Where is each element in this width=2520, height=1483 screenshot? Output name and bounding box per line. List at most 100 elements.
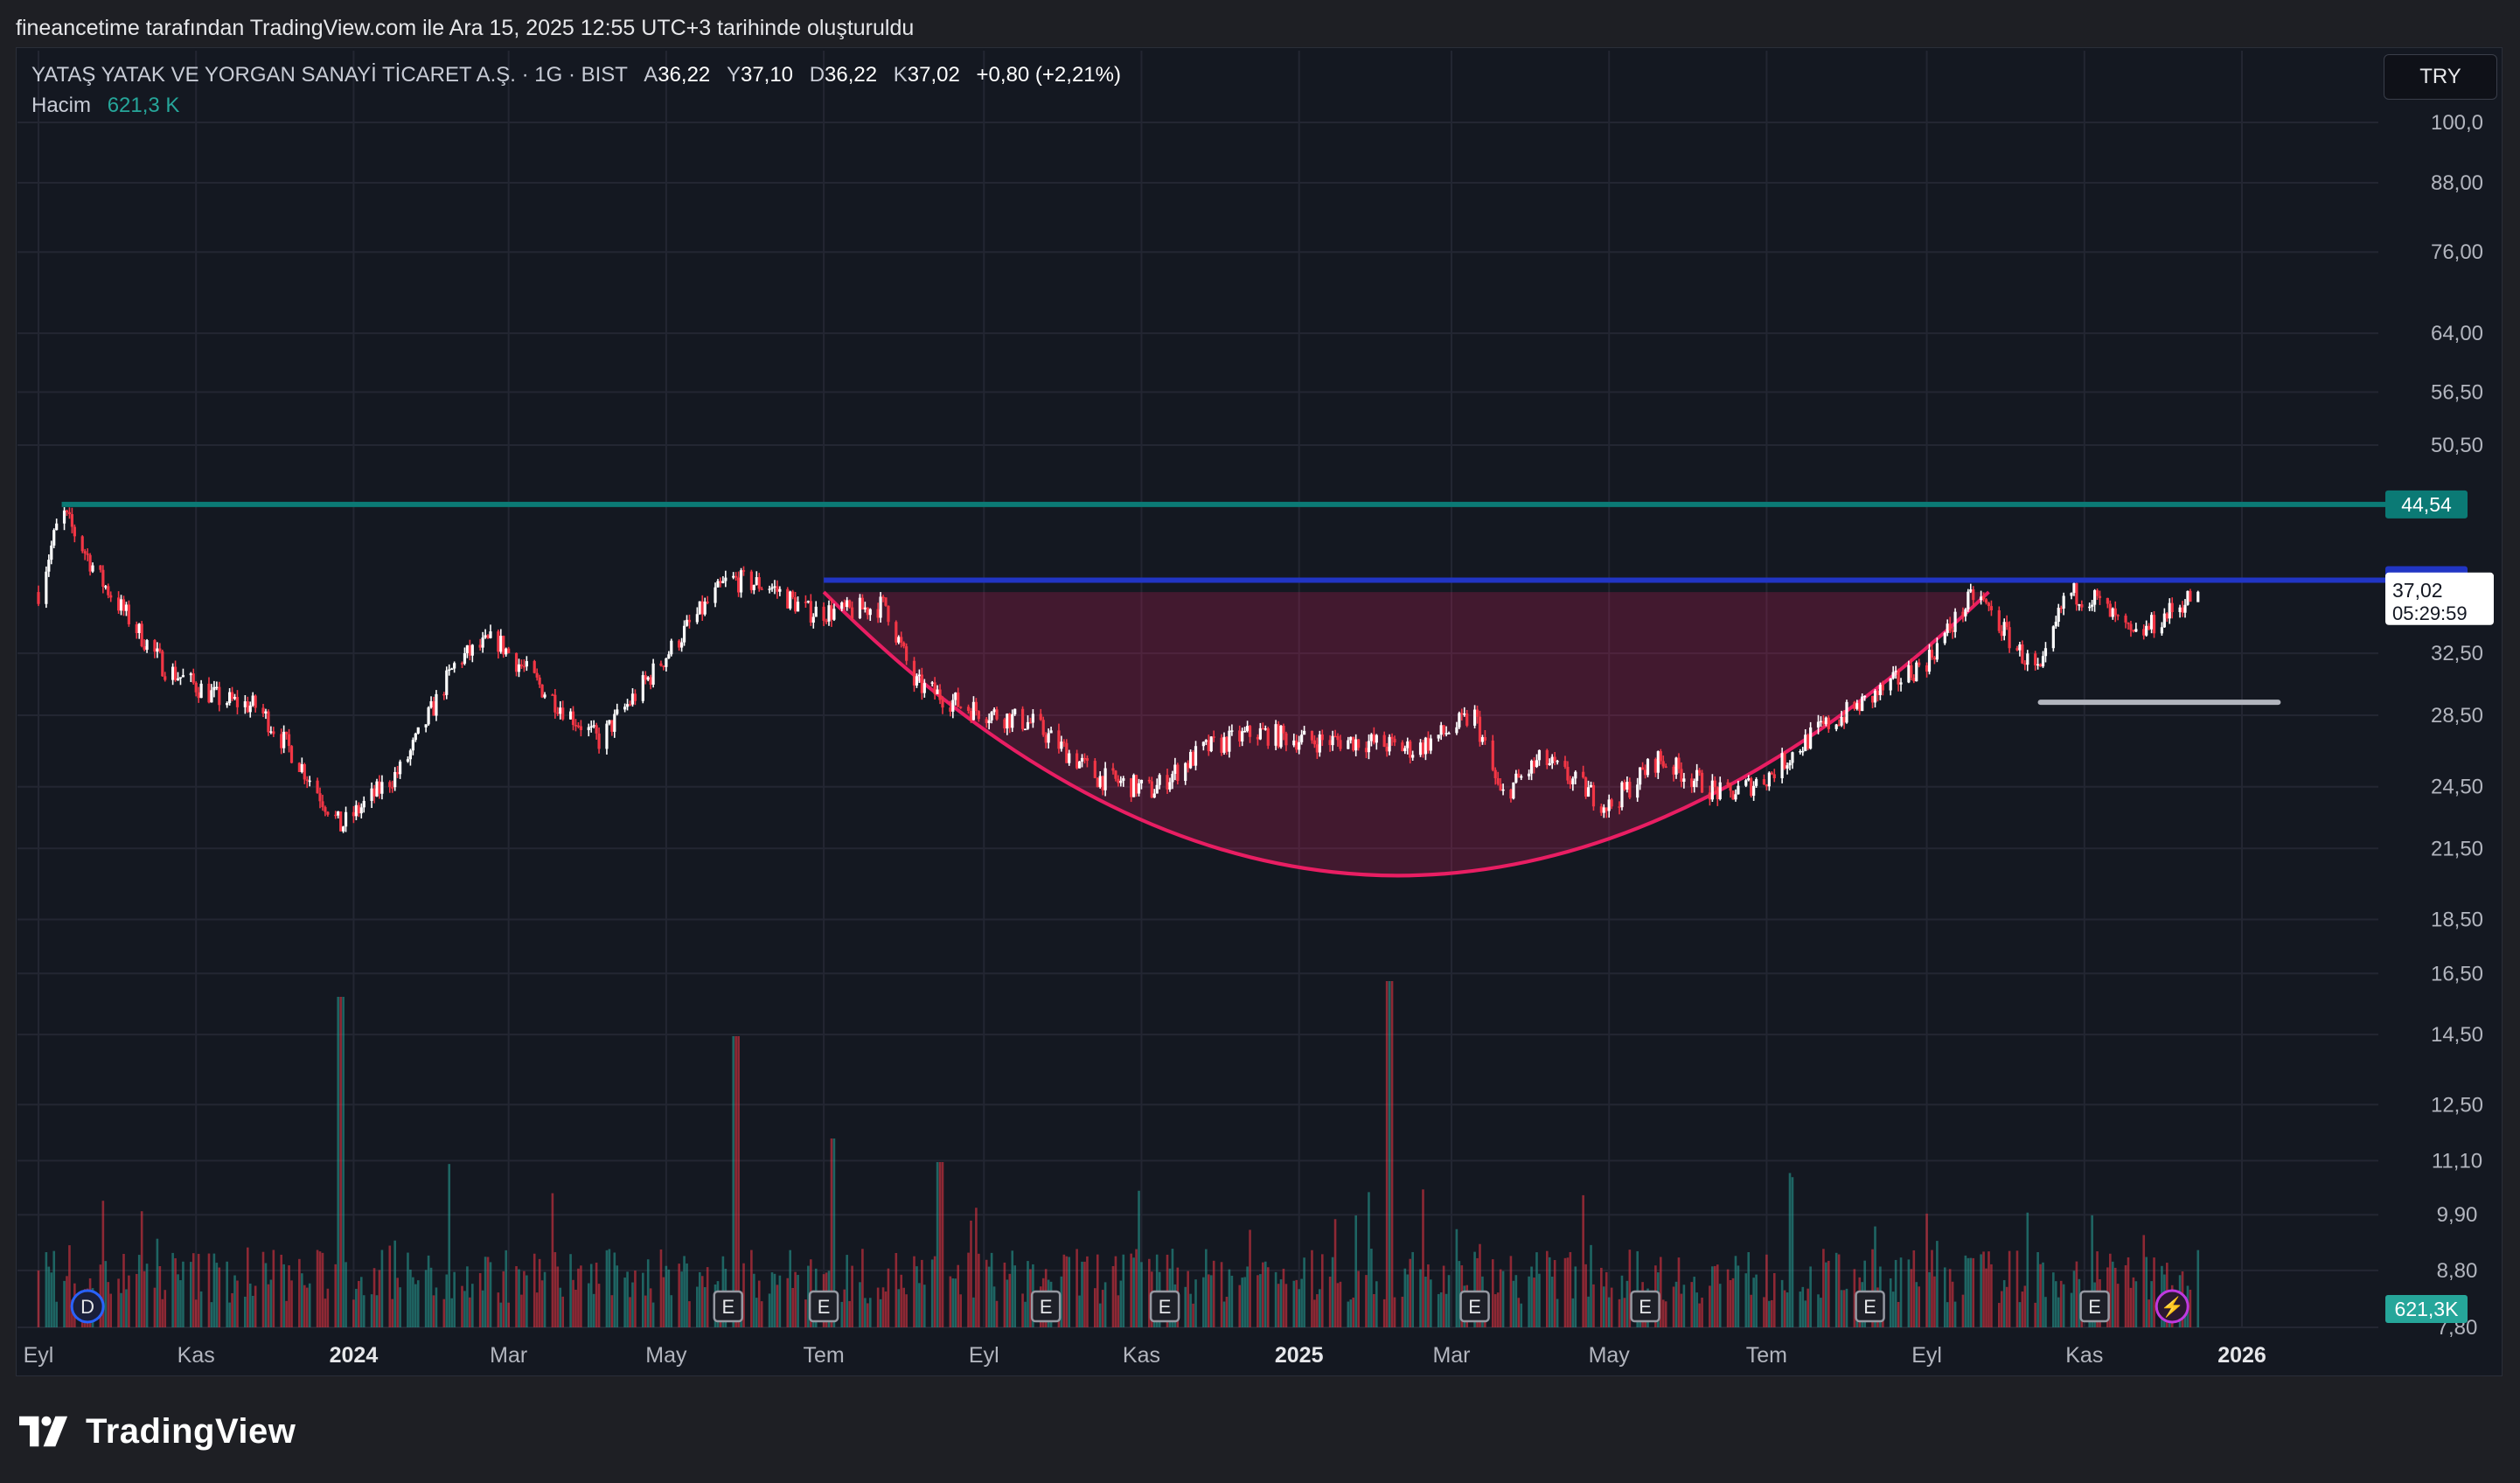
candle-body — [86, 553, 89, 555]
candle-body — [757, 577, 761, 589]
candle-body — [1873, 690, 1877, 703]
candle-body — [460, 663, 464, 665]
earnings-marker[interactable]: E — [2079, 1290, 2110, 1323]
candle-body — [1653, 759, 1657, 773]
candle-body — [1103, 768, 1107, 790]
candle-body — [1212, 736, 1215, 738]
volume-bar — [897, 1289, 901, 1327]
candle-body — [1861, 696, 1864, 712]
volume-bar — [1122, 1254, 1125, 1327]
volume-bar — [1528, 1276, 1530, 1327]
earnings-marker[interactable]: E — [1030, 1290, 1062, 1323]
volume-bar — [1817, 1294, 1820, 1327]
candle-body — [1984, 599, 1988, 603]
candle-body — [67, 512, 72, 514]
candle-body — [1458, 713, 1461, 728]
volume-bar — [574, 1289, 577, 1327]
volume-bar — [1907, 1259, 1911, 1327]
candle-body — [1899, 682, 1903, 685]
candle-body — [553, 694, 557, 713]
candle-body — [1041, 720, 1045, 735]
news-marker[interactable]: ⚡ — [2155, 1289, 2189, 1324]
volume-bar — [215, 1263, 219, 1327]
candle-body — [2023, 663, 2027, 665]
volume-bar — [228, 1302, 231, 1327]
candle-body — [161, 651, 164, 677]
candle-body — [1602, 807, 1605, 813]
volume-bar — [1837, 1254, 1841, 1327]
candle-body — [1951, 630, 1954, 632]
candle-body — [659, 663, 663, 666]
candle-body — [1369, 734, 1374, 742]
volume-bar — [1623, 1298, 1626, 1327]
candle-body — [2034, 653, 2037, 665]
candle-body — [2106, 597, 2109, 604]
candle-body — [478, 644, 482, 648]
volume-bar — [1192, 1303, 1194, 1327]
currency-button[interactable]: TRY — [2384, 54, 2497, 100]
candle-body — [416, 727, 420, 734]
candle-body — [1320, 734, 1324, 741]
candle-body — [1152, 793, 1156, 798]
earnings-marker[interactable]: E — [1630, 1290, 1660, 1323]
volume-bar — [631, 1282, 634, 1327]
candle-body — [199, 683, 203, 699]
volume-bar — [987, 1266, 991, 1327]
candle-body — [1806, 735, 1810, 749]
volume-bar — [190, 1262, 192, 1327]
symbol-title[interactable]: YATAŞ YATAK VE YORGAN SANAYİ TİCARET A.Ş… — [31, 63, 628, 87]
candle-body — [212, 686, 216, 691]
candle-body — [1292, 740, 1296, 746]
candle-body — [1158, 775, 1161, 785]
volume-bar — [623, 1278, 626, 1327]
candle-body — [843, 602, 846, 608]
volume-bar — [2039, 1264, 2042, 1327]
volume-bar — [1479, 1243, 1481, 1327]
volume-bar — [1393, 1297, 1396, 1327]
volume-bar — [2023, 1285, 2027, 1327]
candle-body — [1816, 721, 1820, 728]
earnings-marker[interactable]: E — [1459, 1290, 1490, 1323]
candle-body — [734, 575, 738, 578]
earnings-marker[interactable]: E — [713, 1290, 744, 1323]
volume-bar — [1915, 1282, 1918, 1327]
volume-label[interactable]: Hacim — [31, 94, 92, 117]
candle-body — [832, 609, 836, 620]
tradingview-footer[interactable]: TradingView — [19, 1410, 296, 1453]
candle-body — [1077, 761, 1082, 769]
earnings-marker[interactable]: E — [1855, 1290, 1885, 1323]
candle-body — [830, 605, 833, 620]
candle-body — [486, 635, 490, 638]
candle-body — [427, 707, 430, 725]
candle-body — [1393, 738, 1396, 743]
y-tick-label: 18,50 — [2431, 908, 2483, 931]
y-tick-label: 8,80 — [2437, 1259, 2478, 1283]
candle-body — [1964, 609, 1967, 616]
volume-bar — [700, 1276, 704, 1327]
volume-bar — [1390, 981, 1394, 1327]
volume-bar — [463, 1291, 466, 1327]
chart-panel[interactable] — [16, 47, 2503, 1376]
volume-bar — [50, 1272, 53, 1327]
price-label-bg — [2385, 572, 2494, 625]
volume-bar — [355, 1288, 358, 1327]
candle-body — [1842, 716, 1846, 723]
earnings-marker[interactable]: E — [1149, 1290, 1180, 1323]
candle-body — [574, 725, 578, 727]
candle-body — [1767, 772, 1771, 787]
candle-body — [1418, 742, 1423, 755]
volume-bar — [1809, 1266, 1812, 1327]
volume-bar — [507, 1302, 510, 1327]
x-tick-label: Tem — [1746, 1343, 1787, 1368]
candle-body — [2070, 593, 2073, 596]
candle-body — [1333, 735, 1337, 738]
candle-body — [1772, 774, 1776, 779]
volume-bar — [2153, 1257, 2155, 1327]
candle-body — [481, 637, 484, 648]
volume-bar — [109, 1293, 113, 1327]
dividend-marker[interactable]: D — [70, 1289, 105, 1324]
candle-body — [2142, 629, 2146, 636]
earnings-marker[interactable]: E — [808, 1290, 839, 1323]
volume-bar — [1119, 1280, 1123, 1327]
